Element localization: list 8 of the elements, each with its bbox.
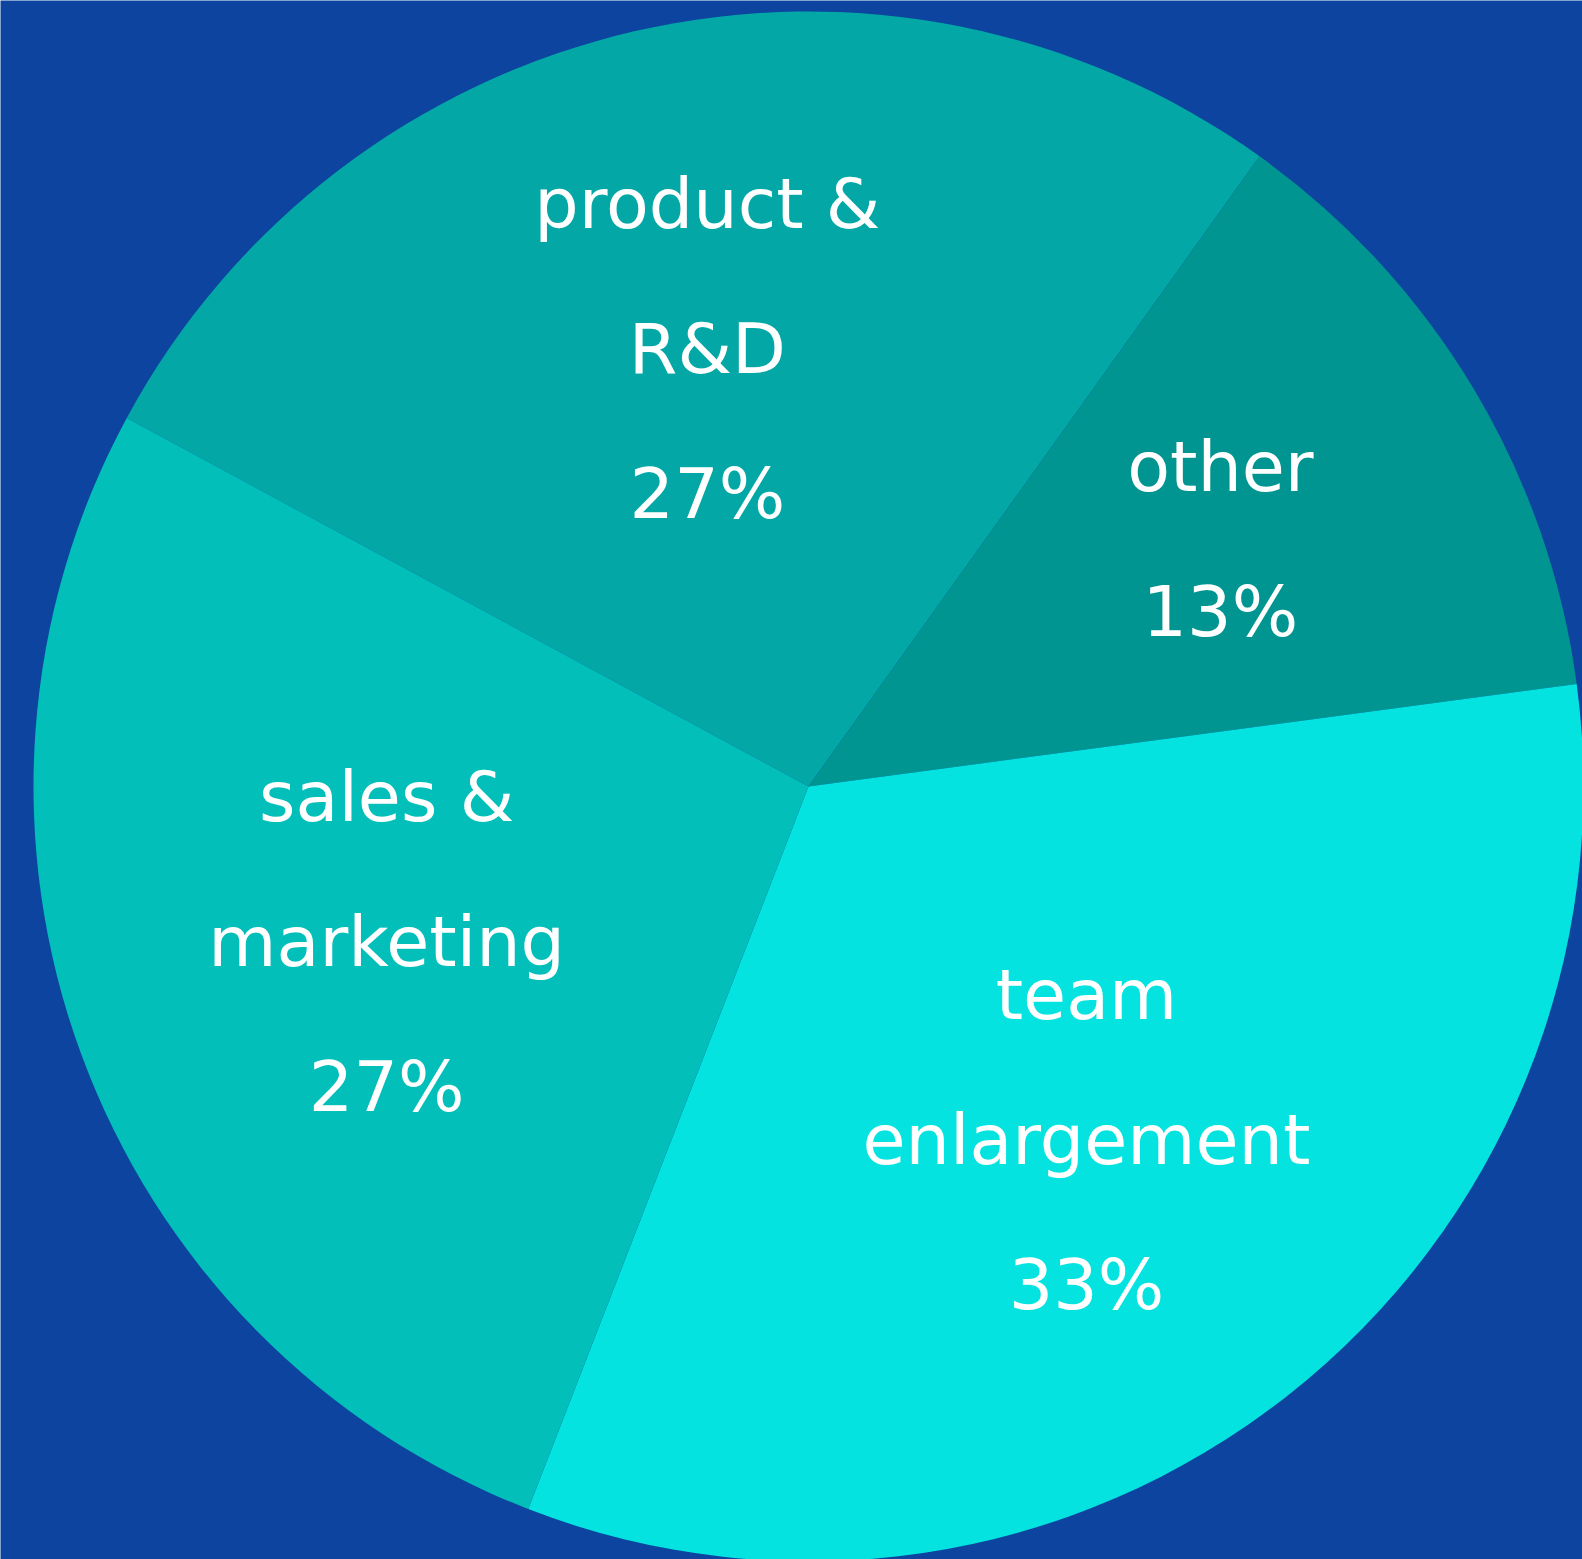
- slice-label: sales & marketing: [208, 755, 565, 983]
- slice-label: team enlargement: [862, 953, 1311, 1181]
- slice-label: product & R&D: [534, 162, 881, 390]
- slice-label: other: [1127, 425, 1314, 508]
- data-label: 33%: [1008, 1243, 1165, 1326]
- data-label: 27%: [629, 452, 786, 535]
- data-label: 27%: [308, 1045, 465, 1128]
- data-label: 13%: [1142, 570, 1299, 653]
